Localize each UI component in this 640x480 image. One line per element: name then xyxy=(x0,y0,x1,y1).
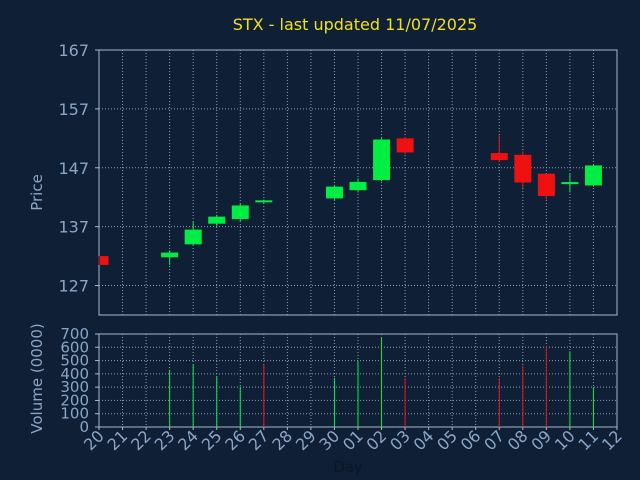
x-axis-label: Day xyxy=(333,458,363,476)
x-tick-label: 12 xyxy=(598,426,626,454)
candle-body xyxy=(100,256,109,265)
price-tick-label: 167 xyxy=(58,41,89,60)
candle-body xyxy=(184,229,202,245)
volume-tick-label: 0 xyxy=(79,418,89,436)
candle-body xyxy=(255,200,273,203)
candle-body xyxy=(373,139,391,181)
volume-tick-label: 400 xyxy=(60,365,89,383)
price-axis-label: Price xyxy=(28,174,46,211)
candle-body xyxy=(349,181,367,191)
x-axis: 2021222324252627282930010203040506070809… xyxy=(80,426,626,476)
volume-tick-label: 300 xyxy=(60,378,89,396)
candle-body xyxy=(584,165,602,186)
candle-body xyxy=(396,138,414,153)
volume-tick-label: 500 xyxy=(60,352,89,370)
candle-body xyxy=(161,252,179,258)
candle-body xyxy=(537,173,555,197)
price-tick-label: 157 xyxy=(58,100,89,119)
volume-tick-label: 700 xyxy=(60,325,89,343)
volume-axis-label: Volume (0000) xyxy=(28,323,46,433)
candle-body xyxy=(208,216,226,224)
candle-body xyxy=(514,154,532,183)
candle-body xyxy=(231,205,249,220)
price-tick-label: 137 xyxy=(58,218,89,237)
candle-body xyxy=(325,186,343,199)
candle-body xyxy=(561,182,579,185)
volume-tick-label: 200 xyxy=(60,391,89,409)
volume-tick-label: 600 xyxy=(60,338,89,356)
volume-tick-label: 100 xyxy=(60,405,89,423)
candle-body xyxy=(490,153,508,161)
price-tick-label: 127 xyxy=(58,277,89,296)
price-panel: 127 137 147 157 167 Price xyxy=(28,41,618,316)
price-tick-label: 147 xyxy=(58,159,89,178)
chart-title: STX - last updated 11/07/2025 xyxy=(233,15,478,34)
